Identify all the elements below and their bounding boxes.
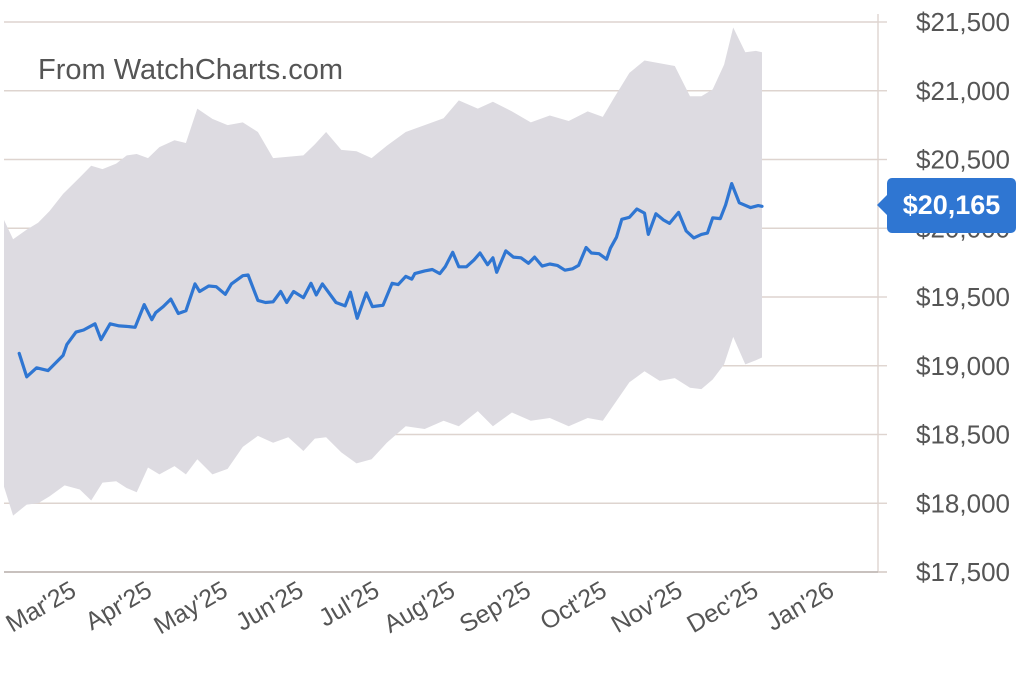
- y-tick-label: $19,000: [916, 351, 1010, 381]
- y-tick-label: $20,500: [916, 145, 1010, 175]
- current-price-badge: $20,165: [877, 178, 1016, 233]
- y-tick-label: $19,500: [916, 282, 1010, 312]
- x-tick-label: Nov'25: [606, 576, 687, 639]
- y-tick-label: $18,500: [916, 420, 1010, 450]
- price-range-band: [4, 27, 762, 516]
- y-tick-label: $18,000: [916, 488, 1010, 518]
- x-tick-label: May'25: [149, 576, 232, 640]
- y-tick-label: $21,500: [916, 7, 1010, 37]
- y-axis-ticks: $17,500$18,000$18,500$19,000$19,500$20,0…: [878, 7, 1010, 587]
- watermark-text: From WatchCharts.com: [38, 54, 344, 86]
- x-tick-label: Dec'25: [682, 576, 763, 639]
- y-tick-label: $17,500: [916, 557, 1010, 587]
- x-tick-label: Sep'25: [455, 576, 536, 639]
- x-tick-label: Apr'25: [81, 576, 157, 636]
- price-line: [17, 182, 764, 379]
- x-tick-label: Jan'26: [762, 576, 839, 637]
- x-tick-label: Jun'25: [231, 576, 308, 637]
- y-tick-label: $21,000: [916, 76, 1010, 106]
- x-tick-label: Mar'25: [1, 576, 81, 638]
- x-tick-label: Jul'25: [314, 576, 384, 633]
- x-tick-label: Aug'25: [379, 576, 460, 639]
- x-tick-label: Oct'25: [535, 576, 611, 636]
